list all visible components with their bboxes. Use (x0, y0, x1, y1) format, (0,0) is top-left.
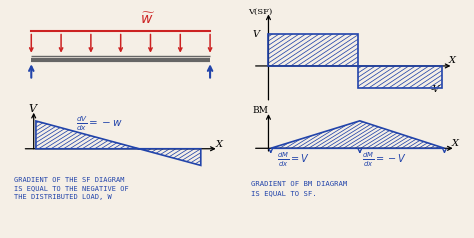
Polygon shape (36, 121, 201, 165)
Text: V(SF): V(SF) (248, 8, 273, 16)
Text: BM: BM (253, 106, 269, 115)
Text: $\frac{dV}{dx} = -w$: $\frac{dV}{dx} = -w$ (76, 114, 123, 133)
Text: GRADIENT OF BM DIAGRAM
IS EQUAL TO SF.: GRADIENT OF BM DIAGRAM IS EQUAL TO SF. (251, 181, 347, 196)
Text: X: X (215, 140, 222, 149)
Polygon shape (271, 121, 445, 148)
Text: X: X (449, 56, 456, 65)
Text: $\frac{dM}{dx} = V$: $\frac{dM}{dx} = V$ (277, 151, 310, 169)
Text: GRADIENT OF THE SF DIAGRAM
IS EQUAL TO THE NEGATIVE OF
THE DISTRIBUTED LOAD, W: GRADIENT OF THE SF DIAGRAM IS EQUAL TO T… (14, 177, 128, 200)
Text: V: V (28, 104, 36, 114)
Polygon shape (268, 34, 357, 66)
Text: $\frac{dM}{dx} = -V$: $\frac{dM}{dx} = -V$ (362, 151, 407, 169)
Text: X: X (451, 139, 458, 148)
Text: -V: -V (431, 85, 441, 94)
Text: $\widetilde{w}$: $\widetilde{w}$ (140, 12, 155, 27)
Polygon shape (357, 66, 442, 88)
Text: V: V (253, 30, 260, 39)
